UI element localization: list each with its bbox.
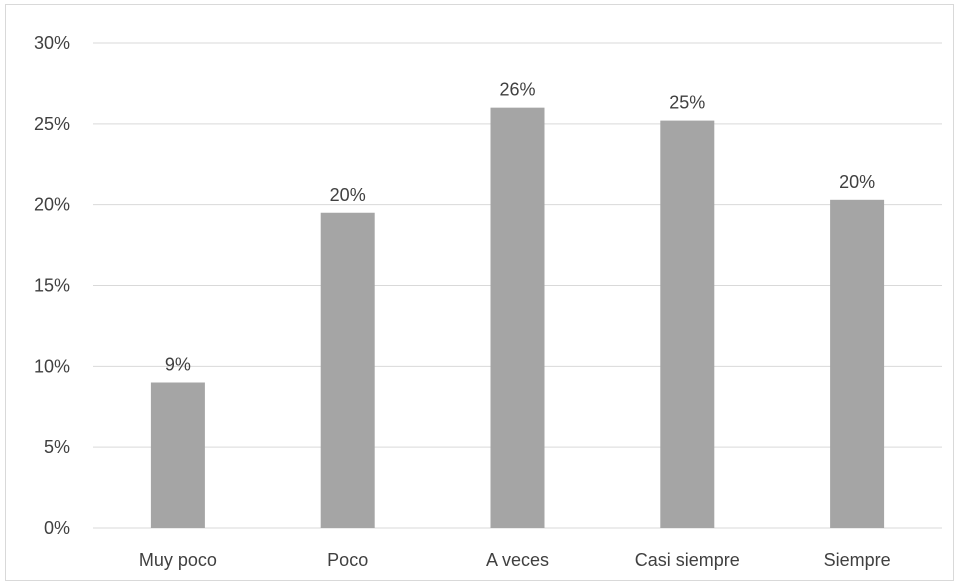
y-tick-label: 30% bbox=[34, 33, 70, 53]
data-label: 9% bbox=[165, 355, 191, 375]
data-label: 20% bbox=[839, 172, 875, 192]
x-tick-label: A veces bbox=[486, 550, 549, 570]
y-tick-label: 10% bbox=[34, 356, 70, 376]
bar bbox=[660, 120, 715, 528]
bar bbox=[830, 199, 885, 529]
x-tick-label: Casi siempre bbox=[635, 550, 740, 570]
data-label: 26% bbox=[499, 80, 535, 100]
data-label: 25% bbox=[669, 93, 705, 113]
data-label: 20% bbox=[330, 185, 366, 205]
y-tick-label: 25% bbox=[34, 114, 70, 134]
x-tick-label: Muy poco bbox=[139, 550, 217, 570]
y-tick-label: 5% bbox=[44, 437, 70, 457]
x-tick-label: Poco bbox=[327, 550, 368, 570]
y-tick-label: 0% bbox=[44, 518, 70, 538]
bar bbox=[490, 107, 545, 529]
bar bbox=[150, 382, 205, 528]
y-tick-label: 20% bbox=[34, 195, 70, 215]
y-tick-label: 15% bbox=[34, 276, 70, 296]
bar bbox=[320, 212, 375, 528]
x-tick-label: Siempre bbox=[824, 550, 891, 570]
